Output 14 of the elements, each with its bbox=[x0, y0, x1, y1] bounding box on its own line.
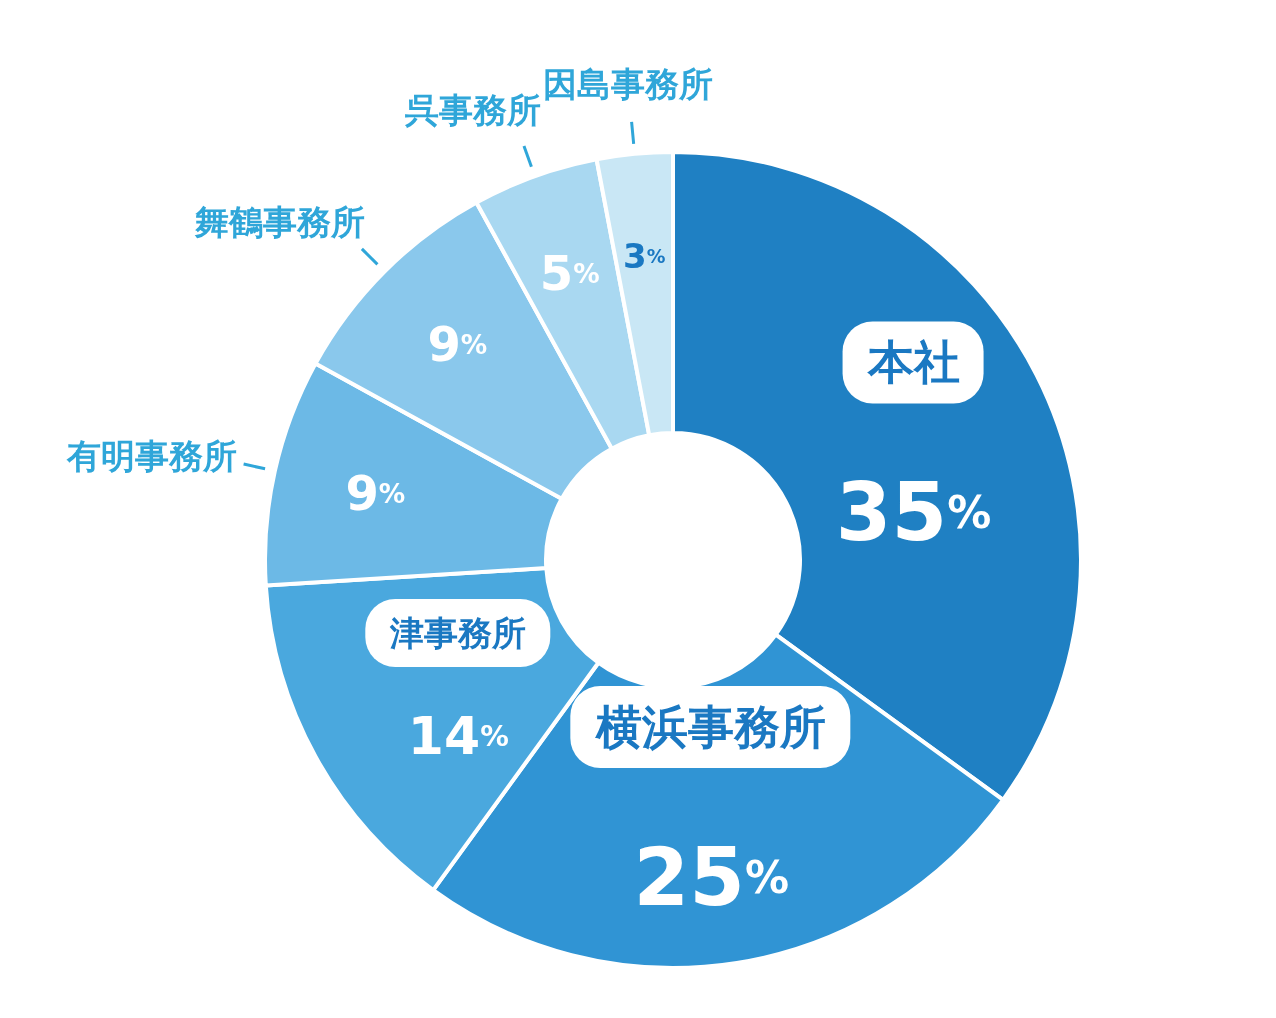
slice-label: 有明事務所 bbox=[65, 435, 237, 476]
slice-label: 横浜事務所 bbox=[594, 699, 827, 754]
data-label: 14% bbox=[407, 706, 509, 767]
slice-label: 舞鶴事務所 bbox=[194, 202, 365, 242]
slice-label: 津事務所 bbox=[389, 613, 527, 654]
data-label: 9% bbox=[345, 465, 406, 522]
data-label: 3% bbox=[623, 236, 666, 277]
data-label: 25% bbox=[633, 830, 790, 924]
slice-label: 因島事務所 bbox=[543, 64, 714, 105]
slice-label: 呉事務所 bbox=[404, 90, 542, 131]
data-label: 9% bbox=[427, 316, 488, 373]
data-label: 5% bbox=[539, 245, 600, 302]
slice-label: 本社 bbox=[866, 335, 960, 390]
data-label: 35% bbox=[835, 465, 992, 559]
